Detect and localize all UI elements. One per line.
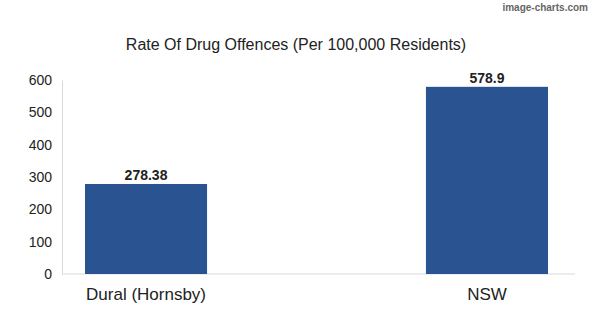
x-tick: NSW [467,274,507,304]
data-labels: 278.38 578.9 [125,70,505,183]
y-tick: 300 [29,169,62,185]
y-tick: 500 [29,104,62,120]
bar [85,184,207,274]
y-tick-label: 0 [44,266,52,282]
y-tick: 600 [29,72,62,88]
y-tick-label: 400 [29,137,53,153]
chart: image-charts.com Rate Of Drug Offences (P… [0,0,592,333]
y-tick: 100 [29,234,62,250]
annotation: image-charts.com [502,2,588,13]
x-tick-label: NSW [467,285,507,304]
y-tick-label: 600 [29,72,53,88]
y-tick-label: 100 [29,234,53,250]
bar [426,87,548,274]
y-tick: 400 [29,137,62,153]
y-axis: 0 100 200 300 400 500 600 [29,72,63,282]
y-tick: 200 [29,201,62,217]
y-tick-label: 200 [29,201,53,217]
bars [85,87,548,274]
data-label: 278.38 [125,167,168,183]
y-tick: 0 [44,266,62,282]
x-tick-label: Dural (Hornsby) [86,285,206,304]
title: Rate Of Drug Offences (Per 100,000 Resid… [126,36,466,53]
x-tick: Dural (Hornsby) [86,274,206,304]
x-axis: Dural (Hornsby) NSW [62,274,575,304]
y-axis-line [62,81,63,275]
data-label: 578.9 [469,70,504,86]
y-tick-label: 500 [29,104,53,120]
y-tick-label: 300 [29,169,53,185]
